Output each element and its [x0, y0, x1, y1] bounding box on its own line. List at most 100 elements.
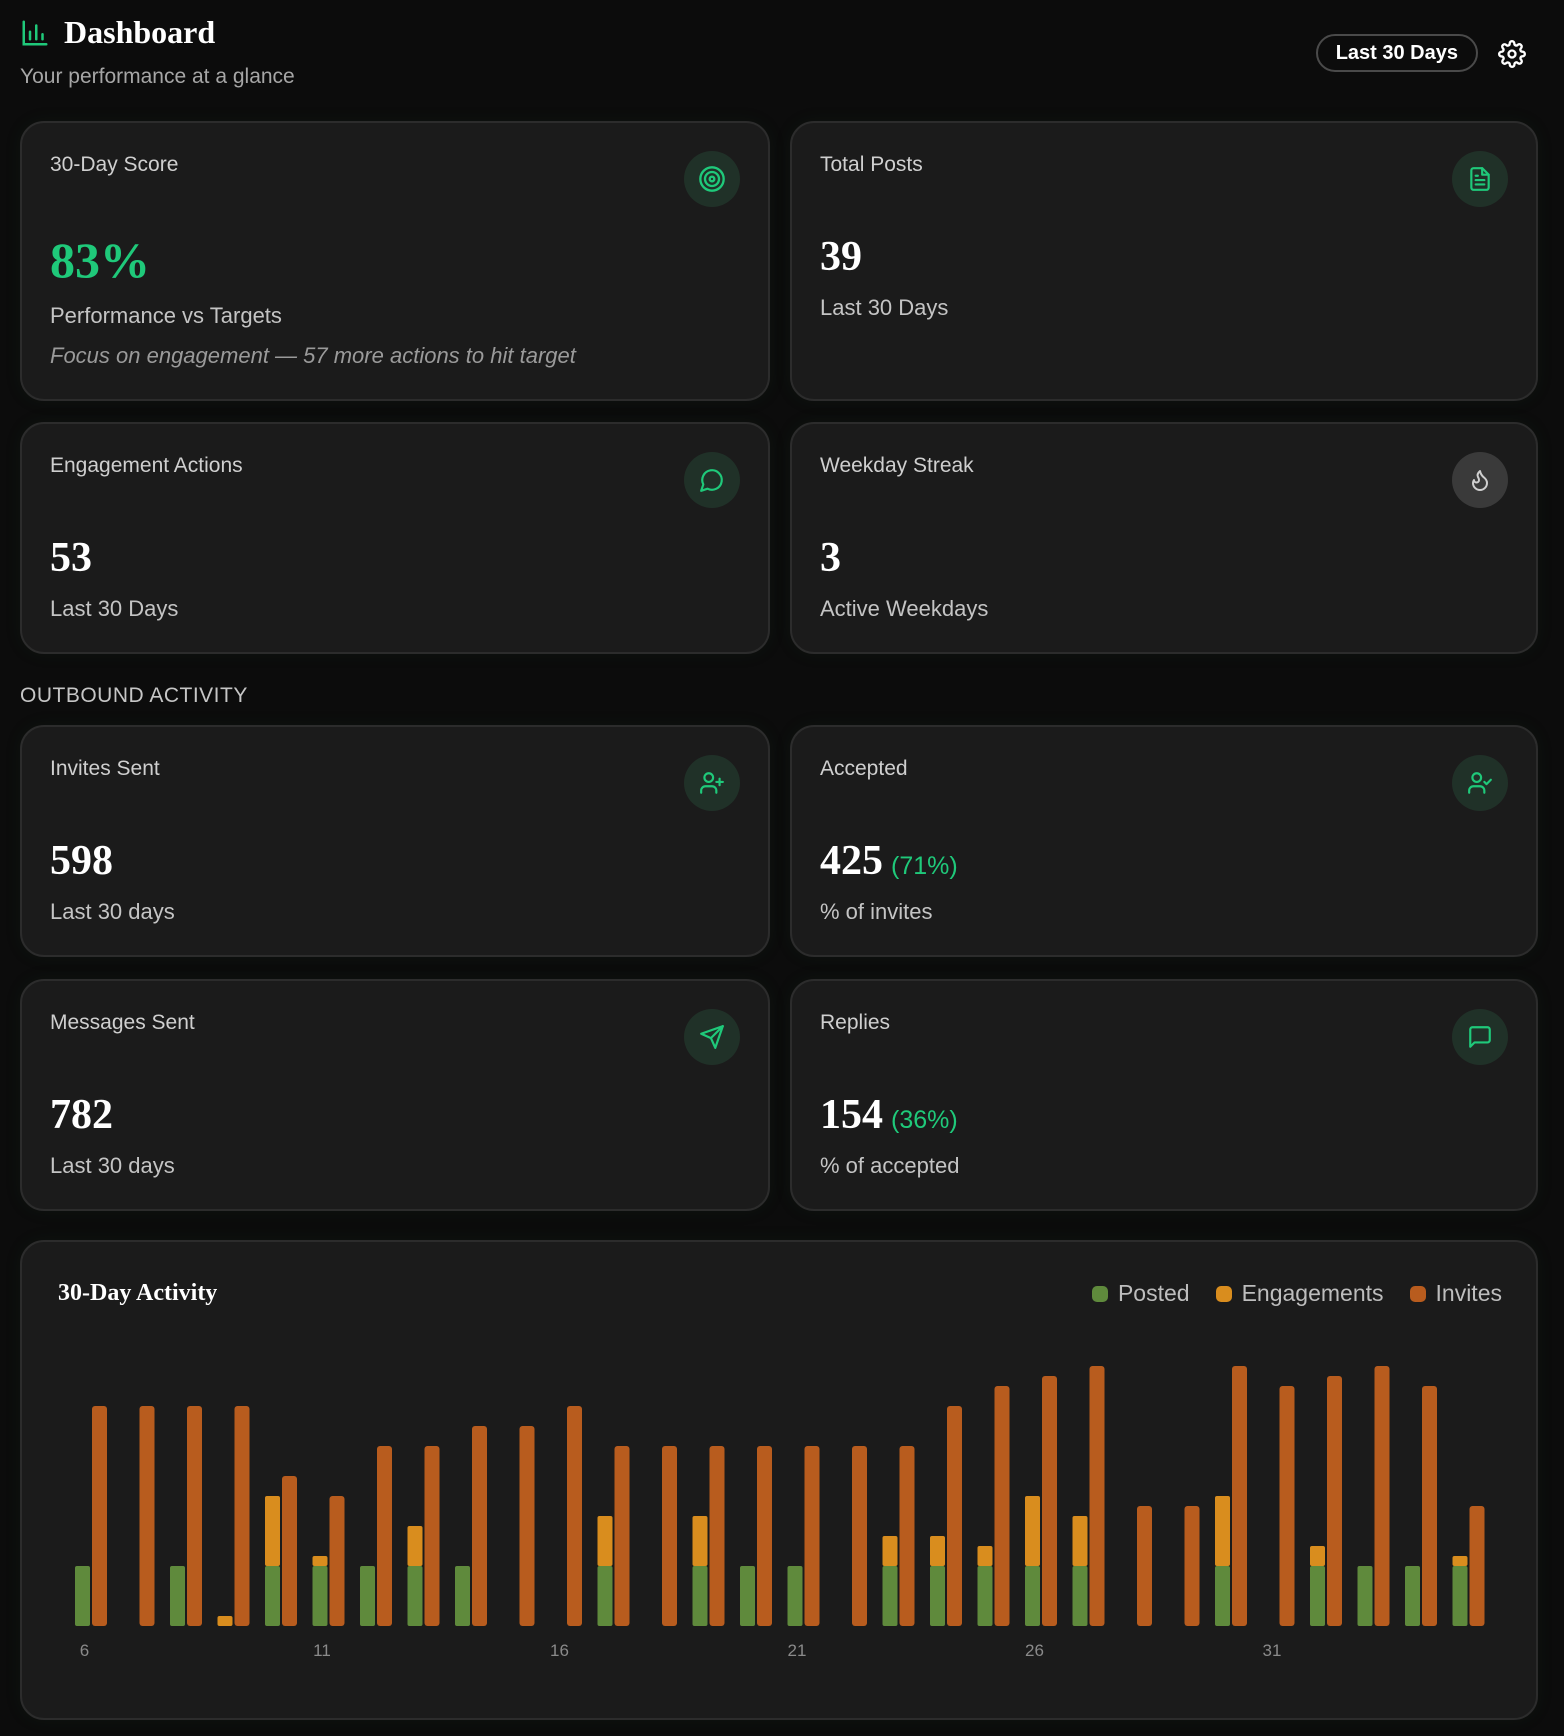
bar-posted — [312, 1566, 328, 1626]
bar-invites — [1327, 1376, 1342, 1626]
posts-card: Total Posts 39 Last 30 Days — [790, 121, 1538, 401]
gear-icon[interactable] — [1498, 40, 1526, 68]
bar-invites — [472, 1426, 487, 1626]
send-icon — [684, 1009, 740, 1065]
date-range-button[interactable]: Last 30 Days — [1315, 34, 1478, 72]
bar-invites — [567, 1406, 582, 1626]
score-label: 30-Day Score — [50, 153, 179, 176]
streak-card: Weekday Streak 3 Active Weekdays — [790, 422, 1538, 654]
legend-item-posted: Posted — [1091, 1280, 1190, 1307]
bar-engagements — [1025, 1496, 1040, 1566]
legend-label-invites: Invites — [1435, 1280, 1502, 1306]
bar-posted — [740, 1566, 755, 1626]
legend-item-invites: Invites — [1409, 1280, 1502, 1307]
bar-engagements — [977, 1546, 993, 1566]
bar-engagements — [597, 1516, 613, 1566]
bar-posted — [1405, 1566, 1420, 1626]
bar-invites — [1279, 1386, 1295, 1626]
document-icon — [1452, 151, 1508, 207]
bar-posted — [1215, 1566, 1230, 1626]
bar-engagements — [1310, 1546, 1325, 1566]
score-note: Focus on engagement — 57 more actions to… — [50, 343, 576, 368]
legend-label-engagements: Engagements — [1241, 1280, 1384, 1306]
bar-posted — [360, 1566, 375, 1626]
bar-posted — [170, 1566, 185, 1626]
bar-chart-icon — [20, 18, 50, 48]
bar-engagements — [1452, 1556, 1468, 1566]
chat-bubble-icon — [684, 452, 740, 508]
bar-invites — [1469, 1506, 1485, 1626]
bar-engagements — [1072, 1516, 1088, 1566]
page-subtitle: Your performance at a glance — [20, 65, 295, 88]
streak-value: 3 — [820, 535, 841, 581]
message-square-icon — [1452, 1009, 1508, 1065]
streak-label: Weekday Streak — [820, 454, 974, 477]
user-plus-icon — [684, 755, 740, 811]
bar-posted — [787, 1566, 803, 1626]
bar-invites — [994, 1386, 1010, 1626]
x-tick-label: 6 — [80, 1641, 89, 1660]
posts-value: 39 — [820, 234, 862, 280]
replies-value: 154 — [820, 1092, 883, 1138]
posts-label: Total Posts — [820, 153, 923, 176]
engagement-label: Engagement Actions — [50, 454, 243, 477]
score-card: 30-Day Score 83% Performance vs Targets … — [20, 121, 770, 401]
bar-posted — [1310, 1566, 1325, 1626]
bar-engagements — [1215, 1496, 1230, 1566]
engagement-value: 53 — [50, 535, 92, 581]
page-title: Dashboard — [64, 14, 216, 50]
accepted-label: Accepted — [820, 757, 908, 780]
bar-invites — [1374, 1366, 1390, 1626]
bar-invites — [804, 1446, 820, 1626]
bar-invites — [377, 1446, 392, 1626]
flame-icon — [1452, 452, 1508, 508]
bar-posted — [1452, 1566, 1468, 1626]
accepted-sub: % of invites — [820, 899, 933, 924]
bar-posted — [1357, 1566, 1373, 1626]
replies-label: Replies — [820, 1011, 891, 1034]
replies-card: Replies 154 (36%) % of accepted — [790, 979, 1538, 1211]
x-tick-label: 11 — [313, 1641, 331, 1660]
bar-invites — [1042, 1376, 1057, 1626]
bar-engagements — [217, 1616, 233, 1626]
bar-invites — [1232, 1366, 1247, 1626]
bar-invites — [234, 1406, 250, 1626]
engagement-sub: Last 30 Days — [50, 596, 179, 621]
bar-invites — [757, 1446, 772, 1626]
bar-posted — [1072, 1566, 1088, 1626]
target-icon — [684, 151, 740, 207]
bar-engagements — [265, 1496, 280, 1566]
bar-engagements — [407, 1526, 423, 1566]
legend-dot-posted — [1091, 1285, 1108, 1302]
activity-chart: 6 11 16 21 26 31 — [75, 1366, 1485, 1660]
messages-label: Messages Sent — [50, 1011, 195, 1034]
title-row: Dashboard — [20, 14, 1544, 51]
messages-card: Messages Sent 782 Last 30 days — [20, 979, 770, 1211]
bar-posted — [265, 1566, 280, 1626]
bar-engagements — [930, 1536, 945, 1566]
accepted-percent: (71%) — [891, 852, 958, 880]
bar-invites — [139, 1406, 155, 1626]
messages-value: 782 — [50, 1092, 113, 1138]
invites-card: Invites Sent 598 Last 30 days — [20, 725, 770, 957]
messages-sub: Last 30 days — [50, 1153, 175, 1178]
bar-engagements — [692, 1516, 708, 1566]
accepted-value-row: 425 (71%) — [820, 837, 958, 885]
bar-engagements — [882, 1536, 898, 1566]
bar-posted — [455, 1566, 470, 1626]
header: Dashboard Your performance at a glance L… — [20, 14, 1544, 104]
accepted-card: Accepted 425 (71%) % of invites — [790, 725, 1538, 957]
bar-posted — [75, 1566, 90, 1626]
bar-invites — [1184, 1506, 1200, 1626]
chart-legend: Posted Engagements Invites — [1091, 1280, 1502, 1307]
x-tick-label: 26 — [1025, 1641, 1044, 1660]
streak-sub: Active Weekdays — [820, 596, 989, 621]
x-tick-label: 31 — [1263, 1641, 1282, 1660]
bar-invites — [947, 1406, 962, 1626]
bar-invites — [614, 1446, 630, 1626]
bar-invites — [899, 1446, 915, 1626]
bar-invites — [329, 1496, 345, 1626]
bar-posted — [882, 1566, 898, 1626]
score-sub: Performance vs Targets — [50, 303, 282, 328]
x-tick-label: 21 — [788, 1641, 807, 1660]
